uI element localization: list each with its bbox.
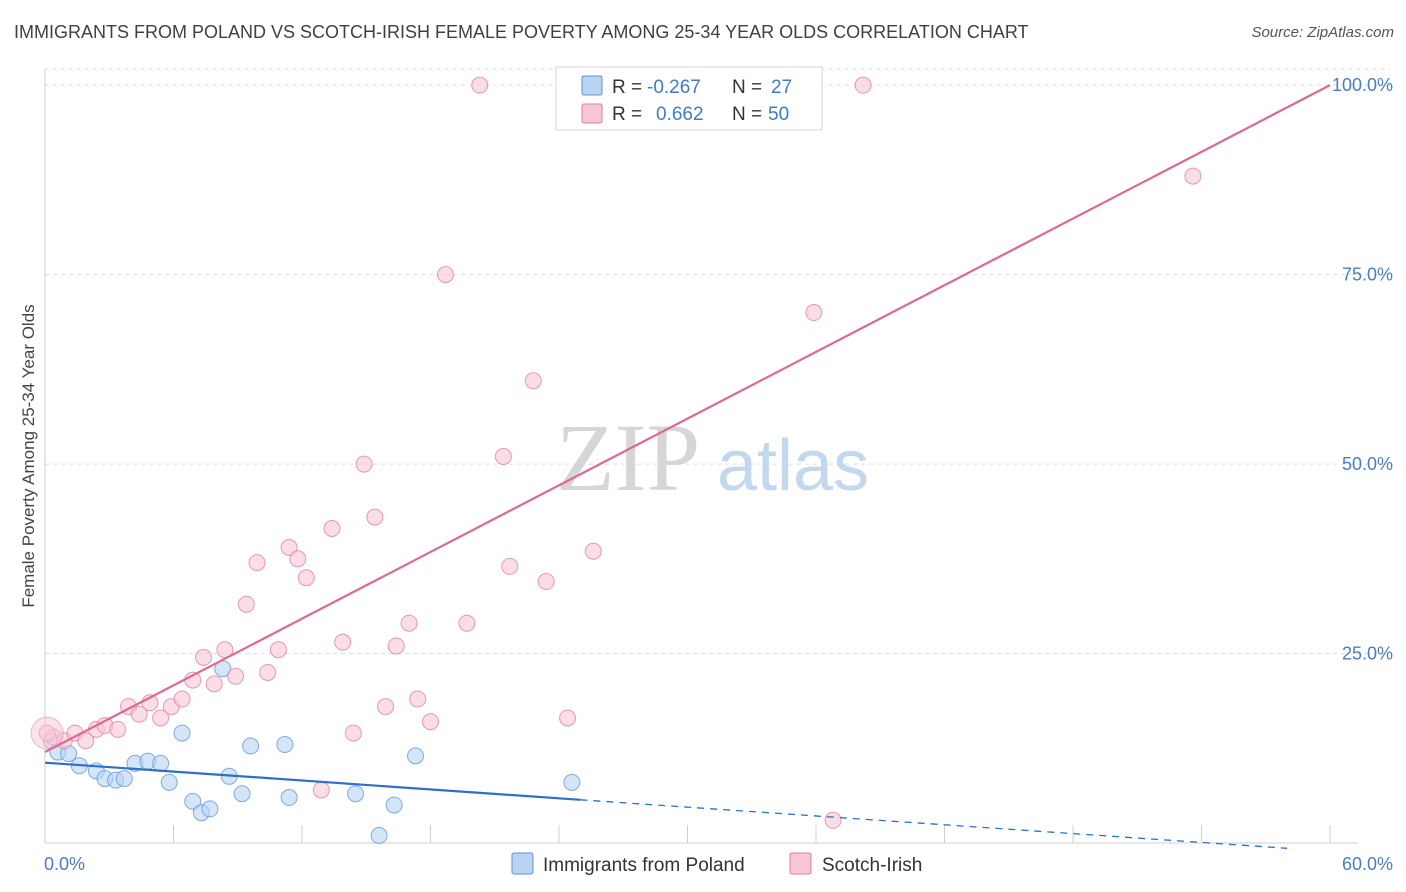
legend-r-value: 0.662 [656, 104, 704, 125]
chart-title: IMMIGRANTS FROM POLAND VS SCOTCH-IRISH F… [14, 22, 1029, 42]
data-point-scotch [409, 690, 427, 708]
data-point-poland [347, 785, 365, 803]
data-point-poland [115, 770, 133, 788]
legend-r-value: -0.267 [647, 77, 701, 98]
legend-bottom-swatch-scotch [789, 852, 812, 875]
data-point-scotch [458, 614, 476, 632]
legend-swatch-scotch [581, 103, 603, 124]
data-point-scotch [152, 709, 170, 727]
data-point-scotch [584, 542, 602, 560]
grid-layer [45, 68, 1390, 655]
data-point-scotch [312, 781, 330, 799]
x-tick-label: 0.0% [44, 854, 85, 874]
data-point-scotch [471, 76, 489, 94]
data-point-poland [385, 796, 403, 814]
data-point-scotch [280, 538, 298, 556]
points-layer [30, 76, 1202, 844]
x-tick-label: 60.0% [1342, 854, 1393, 874]
data-point-scotch [344, 724, 362, 742]
y-tick-label: 100.0% [1332, 75, 1393, 95]
data-point-poland [276, 735, 294, 753]
data-point-scotch [289, 550, 307, 568]
legend-n-value: 27 [771, 77, 792, 98]
data-point-scotch [524, 372, 542, 390]
data-point-poland [201, 800, 219, 818]
data-point-scotch [334, 633, 352, 651]
data-point-scotch [377, 698, 395, 716]
watermark: ZIP atlas [556, 404, 869, 511]
legend-bottom: Immigrants from Poland Scotch-Irish [511, 852, 922, 876]
data-point-scotch [77, 732, 95, 750]
data-point-poland [370, 826, 388, 844]
data-point-scotch [824, 811, 842, 829]
y-tick-label: 25.0% [1342, 644, 1393, 664]
data-point-scotch [436, 266, 454, 284]
data-point-scotch [494, 448, 512, 465]
data-point-scotch [205, 675, 223, 693]
axis-layer: 25.0% 50.0% 75.0% 100.0% 0.0% 60.0% [44, 70, 1393, 874]
data-point-scotch [366, 508, 384, 526]
legend-bottom-poland: Immigrants from Poland [543, 855, 745, 876]
data-point-scotch [559, 709, 577, 727]
data-point-scotch [537, 573, 555, 591]
data-point-scotch [109, 720, 127, 738]
trend-line-poland [44, 761, 581, 801]
watermark-atlas: atlas [717, 426, 869, 506]
legend-bottom-scotch: Scotch-Irish [822, 855, 922, 876]
legend-top: R = -0.267 N = 27 R = 0.662 N = 50 [555, 66, 823, 131]
data-point-scotch [422, 713, 439, 731]
legend-r-label: R = [612, 77, 642, 98]
legend-n-label: N = [732, 104, 762, 125]
legend-n-value: 50 [768, 104, 789, 125]
data-point-scotch [805, 304, 823, 322]
data-point-scotch [227, 667, 245, 685]
data-point-scotch [237, 595, 255, 613]
data-point-scotch [501, 557, 519, 575]
data-point-poland [563, 773, 581, 791]
legend-r-label: R = [612, 104, 642, 125]
data-point-scotch [1184, 167, 1202, 185]
legend-bottom-swatch-poland [511, 852, 534, 875]
watermark-zip: ZIP [556, 404, 700, 511]
data-point-scotch [173, 690, 191, 708]
data-point-scotch [323, 519, 341, 537]
legend-swatch-poland [581, 75, 603, 96]
trend-line-scotch [44, 84, 1331, 754]
source-credit: Source: ZipAtlas.com [1251, 24, 1394, 41]
data-point-poland [407, 747, 425, 765]
data-point-poland [173, 724, 191, 742]
data-point-scotch [269, 641, 287, 659]
y-axis-label: Female Poverty Among 25-34 Year Olds [19, 304, 38, 607]
data-point-scotch-cluster [30, 716, 64, 750]
data-point-scotch [194, 648, 212, 666]
data-point-scotch [248, 554, 266, 572]
y-tick-label: 75.0% [1342, 265, 1393, 285]
data-point-scotch [400, 614, 418, 632]
trend-layer [44, 84, 1331, 849]
data-point-scotch [259, 663, 277, 681]
data-point-poland [233, 785, 251, 803]
data-point-scotch [854, 76, 872, 94]
data-point-poland [242, 737, 260, 755]
data-point-poland [152, 754, 170, 772]
y-tick-label: 50.0% [1342, 454, 1393, 474]
data-point-scotch [387, 637, 405, 655]
data-point-scotch [130, 705, 148, 723]
data-point-poland [184, 792, 202, 810]
data-point-scotch [355, 455, 373, 473]
data-point-poland [160, 773, 178, 791]
trend-line-extension-poland [580, 799, 1288, 849]
legend-n-label: N = [732, 77, 762, 98]
data-point-scotch [297, 569, 315, 587]
data-point-poland [280, 789, 298, 807]
